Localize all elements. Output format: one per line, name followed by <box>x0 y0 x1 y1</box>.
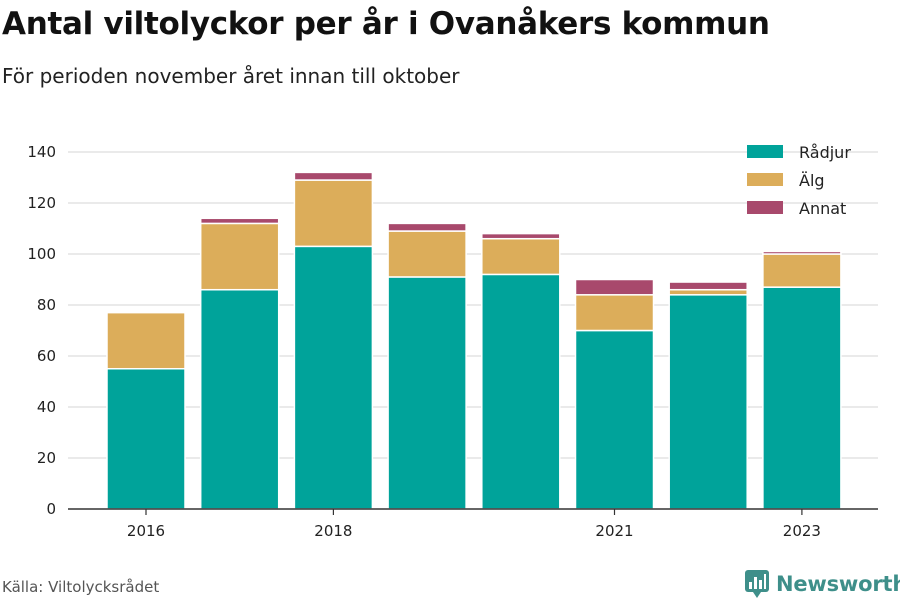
y-tick-label: 140 <box>27 143 56 161</box>
bar-segment <box>481 232 561 240</box>
bar-segment <box>387 276 467 510</box>
bar-segment <box>574 329 655 510</box>
bar-segment <box>668 281 748 291</box>
bar-segment <box>762 286 842 510</box>
source-note: Källa: Viltolycksrådet <box>2 578 160 596</box>
legend-label: Annat <box>799 199 846 218</box>
bar-segment <box>293 245 374 510</box>
x-tick-label: 2023 <box>783 522 821 540</box>
newsworthy-logo-icon <box>745 570 769 598</box>
legend-item[interactable]: Annat <box>747 199 846 218</box>
brand-name: Newsworthy <box>776 572 900 596</box>
bar-segment <box>199 222 280 291</box>
legend-label: Rådjur <box>799 143 851 162</box>
bar-segment <box>293 179 374 248</box>
brand-logo[interactable]: Newsworthy <box>744 568 900 600</box>
bar-segment <box>762 253 842 288</box>
bar-segment <box>668 294 748 510</box>
bar-segment <box>481 273 561 510</box>
bar-segment <box>293 171 374 181</box>
y-tick-label: 60 <box>37 347 56 365</box>
y-tick-label: 80 <box>37 296 56 314</box>
gridlines <box>68 151 878 459</box>
bar-segment <box>574 294 655 332</box>
bar-segment <box>199 217 280 225</box>
bar-segment <box>668 288 748 296</box>
bar-segment <box>387 230 467 278</box>
y-tick-label: 120 <box>27 194 56 212</box>
axes: 0 20 40 60 80 100 120 140 2016 2018 2021 2023 <box>27 143 878 540</box>
legend-swatch <box>747 173 783 186</box>
y-tick-label: 20 <box>37 449 56 467</box>
chart-subtitle: För perioden november året innan till ok… <box>2 64 460 88</box>
bar-segment <box>106 368 186 510</box>
bars <box>106 171 842 510</box>
y-tick-label: 0 <box>46 500 56 518</box>
y-tick-label: 40 <box>37 398 56 416</box>
legend-swatch <box>747 145 783 158</box>
bar-segment <box>481 237 561 276</box>
y-tick-label: 100 <box>27 245 56 263</box>
x-tick-label: 2021 <box>595 522 633 540</box>
legend-item[interactable]: Rådjur <box>747 143 851 162</box>
x-tick-label: 2018 <box>314 522 352 540</box>
bar-segment <box>199 288 280 510</box>
bar-segment <box>106 311 186 370</box>
legend: Rådjur Älg Annat <box>747 143 851 218</box>
x-tick-label: 2016 <box>127 522 165 540</box>
legend-label: Älg <box>799 171 825 190</box>
legend-item[interactable]: Älg <box>747 171 825 190</box>
bar-segment <box>574 278 655 296</box>
chart-title: Antal viltolyckor per år i Ovanåkers kom… <box>2 6 770 42</box>
bar-segment <box>387 222 467 232</box>
legend-swatch <box>747 201 783 214</box>
bar-segment <box>762 250 842 255</box>
